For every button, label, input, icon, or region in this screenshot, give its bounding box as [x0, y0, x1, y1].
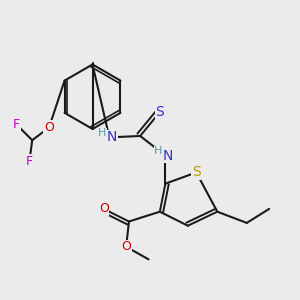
Text: F: F: [26, 155, 33, 168]
Text: H: H: [154, 146, 163, 156]
Text: S: S: [192, 165, 201, 179]
Text: O: O: [121, 240, 131, 253]
Text: N: N: [163, 148, 173, 163]
Text: N: N: [107, 130, 117, 144]
Text: O: O: [44, 121, 54, 134]
Text: H: H: [98, 128, 106, 138]
Text: F: F: [13, 118, 20, 131]
Text: O: O: [99, 202, 109, 215]
Text: S: S: [155, 105, 164, 119]
